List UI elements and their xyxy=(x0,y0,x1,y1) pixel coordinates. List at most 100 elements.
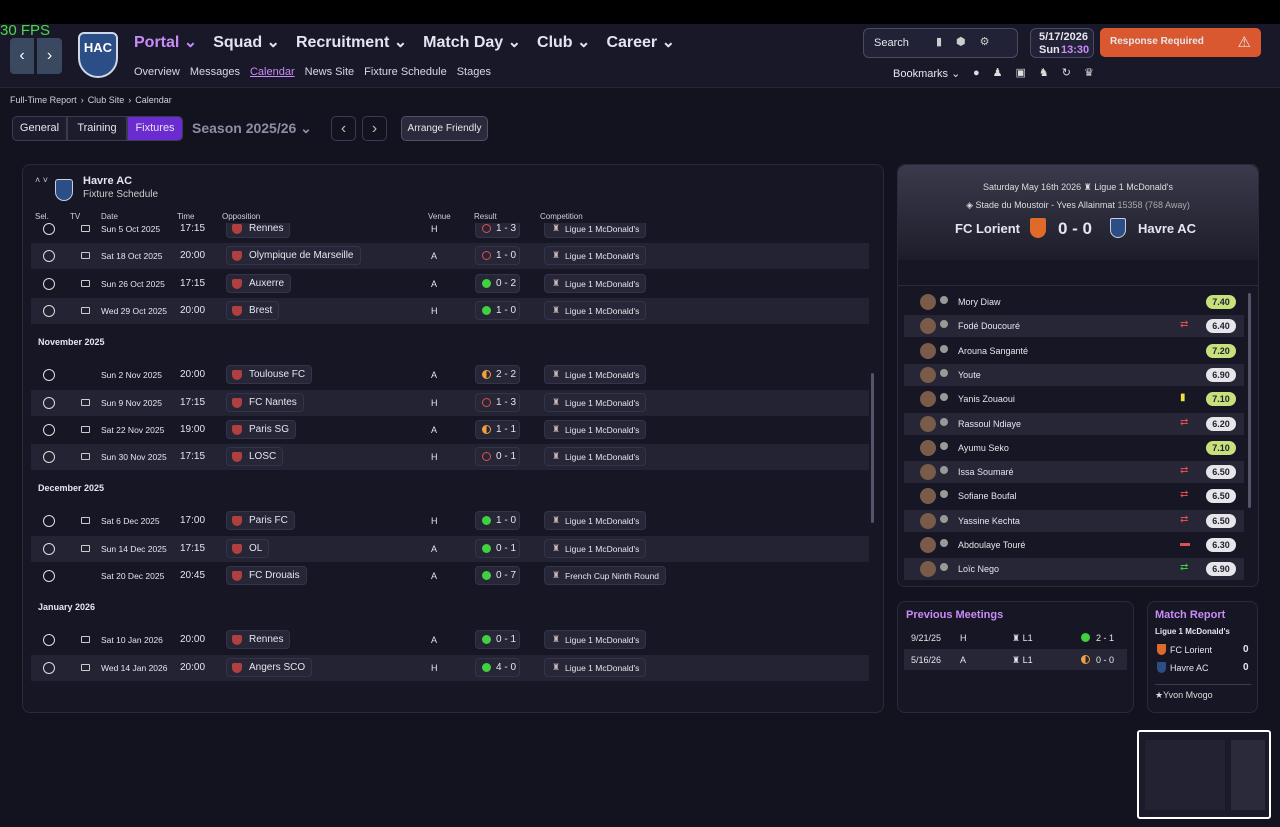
fixture-row[interactable]: Sun 5 Oct 2025 17:15 Rennes H 1 - 3 ♜ Ligue 1 … xyxy=(31,223,869,242)
opposition[interactable]: Rennes xyxy=(226,223,291,238)
sub-nav-item[interactable]: Stages xyxy=(456,66,491,78)
fixture-row[interactable]: Sat 18 Oct 2025 20:00 Olympique de Marseil… xyxy=(31,243,869,270)
opposition[interactable]: Olympique de Marseille xyxy=(226,246,361,266)
player-event: ⇄ xyxy=(1180,319,1189,331)
breadcrumb-item[interactable]: Calendar xyxy=(135,95,172,105)
player-row[interactable]: Rassoul Ndiaye ⇄ 6.20 xyxy=(904,412,1244,435)
date: Sat 6 Dec 2025 xyxy=(101,516,160,527)
season-select[interactable]: Season 2025/26 ⌄ xyxy=(192,120,312,136)
opposition[interactable]: FC Drouais xyxy=(226,566,307,586)
competition: ♜ Ligue 1 McDonald's xyxy=(544,246,647,266)
meeting-competition: ♜ L1 xyxy=(1012,655,1033,665)
result-score: 2 - 2 xyxy=(496,369,517,381)
select-radio[interactable] xyxy=(43,305,55,318)
sub-nav-item[interactable]: News Site xyxy=(304,66,355,78)
nav-item[interactable]: Recruitment ⌄ xyxy=(295,34,408,51)
fixture-row[interactable]: Sat 20 Dec 2025 20:45 FC Drouais A 0 - 7 ♜ Fre… xyxy=(31,563,869,589)
player-avatar xyxy=(920,561,936,578)
result: 0 - 1 xyxy=(475,630,520,650)
fixture-row[interactable]: Wed 29 Oct 2025 20:00 Brest H 1 - 0 ♜ Ligue 1 … xyxy=(31,298,869,325)
meeting-row[interactable]: 9/21/25 H ♜ L1 2 - 1 xyxy=(904,627,1127,648)
player-row[interactable]: Fodé Doucouré ⇄ 6.40 xyxy=(904,315,1244,338)
breadcrumb-item[interactable]: Full-Time Report xyxy=(10,95,77,105)
select-radio[interactable] xyxy=(43,634,55,647)
alert-button[interactable]: Response Required ⚠ xyxy=(1100,28,1261,57)
player-name: Sofiane Boufal xyxy=(958,491,1017,502)
select-radio[interactable] xyxy=(43,277,55,290)
opposition[interactable]: Rennes xyxy=(226,630,291,650)
fixture-row[interactable]: Sat 10 Jan 2026 20:00 Rennes A 0 - 1 ♜ Ligue 1… xyxy=(31,627,869,653)
top-bar xyxy=(0,0,1280,24)
arrange-friendly[interactable]: Arrange Friendly xyxy=(401,116,488,141)
select-radio[interactable] xyxy=(43,661,55,674)
fixture-row[interactable]: Sun 26 Oct 2025 17:15 Auxerre A 0 - 2 ♜ Ligue … xyxy=(31,271,869,297)
sub-nav-item[interactable]: Overview xyxy=(134,66,180,78)
fixture-row[interactable]: Sat 6 Dec 2025 17:00 Paris FC H 1 - 0 ♜ Ligue … xyxy=(31,508,869,534)
back-button[interactable]: ‹ xyxy=(10,38,34,74)
select-radio[interactable] xyxy=(43,223,55,235)
select-radio[interactable] xyxy=(43,515,55,528)
opposition[interactable]: Paris FC xyxy=(226,511,295,531)
date-box[interactable]: 5/17/2026 Sun 13:30 xyxy=(1030,28,1094,58)
select-radio[interactable] xyxy=(43,369,55,382)
search-button[interactable]: Search xyxy=(874,37,909,49)
select-radio[interactable] xyxy=(43,451,55,464)
nav-item[interactable]: Squad ⌄ xyxy=(213,34,280,51)
opposition[interactable]: Brest xyxy=(226,301,280,321)
bookmarks[interactable]: Bookmarks ⌄ xyxy=(893,68,961,80)
tab[interactable]: Training xyxy=(67,116,127,141)
opposition[interactable]: OL xyxy=(226,538,270,558)
player-icon xyxy=(940,417,948,426)
player-row[interactable]: Sofiane Boufal ⇄ 6.50 xyxy=(904,485,1244,507)
player-row[interactable]: Arouna Sanganté 7.20 xyxy=(904,340,1244,362)
fixture-row[interactable]: Wed 14 Jan 2026 20:00 Angers SCO H 4 - 0 ♜ Lig… xyxy=(31,654,869,681)
fixture-row[interactable]: Sun 9 Nov 2025 17:15 FC Nantes H 1 - 3 ♜ Ligue… xyxy=(31,389,869,416)
report-divider xyxy=(1155,684,1251,685)
fixture-row[interactable]: Sun 30 Nov 2025 17:15 LOSC H 0 - 1 ♜ Ligue 1 M… xyxy=(31,444,869,471)
player-row[interactable]: Issa Soumaré ⇄ 6.50 xyxy=(904,461,1244,484)
select-radio[interactable] xyxy=(43,570,55,583)
opposition[interactable]: LOSC xyxy=(226,447,284,467)
season-arrow[interactable]: ‹ xyxy=(331,116,356,141)
breadcrumb-item[interactable]: Club Site xyxy=(87,95,125,105)
tool-buttons: ▮⬢⚙ xyxy=(936,36,1004,48)
player-row[interactable]: Mory Diaw 7.40 xyxy=(904,291,1244,313)
tab[interactable]: General xyxy=(12,116,67,141)
tv-icon xyxy=(81,426,90,433)
competition: ♜ Ligue 1 McDonald's xyxy=(544,301,647,321)
column-header: Date xyxy=(101,212,118,221)
nav-item[interactable]: Club ⌄ xyxy=(537,34,591,51)
season-arrow[interactable]: › xyxy=(362,116,387,141)
player-row[interactable]: Ayumu Seko 7.10 xyxy=(904,437,1244,459)
panel-title: Previous Meetings xyxy=(906,609,1004,621)
venue: A xyxy=(431,278,438,289)
fixture-row[interactable]: Sat 22 Nov 2025 19:00 Paris SG A 1 - 1 ♜ Ligue… xyxy=(31,417,869,443)
opposition[interactable]: FC Nantes xyxy=(226,392,304,412)
sub-nav-item[interactable]: Calendar xyxy=(249,66,295,78)
opposition[interactable]: Paris SG xyxy=(226,420,297,439)
date: 5/17/2026 xyxy=(1039,31,1088,43)
player-row[interactable]: Loïc Nego ⇄ 6.90 xyxy=(904,558,1244,581)
player-row[interactable]: Yassine Kechta ⇄ 6.50 xyxy=(904,509,1244,532)
select-radio[interactable] xyxy=(43,250,55,263)
player-row[interactable]: Youte 6.90 xyxy=(904,363,1244,386)
nav-item[interactable]: Portal ⌄ xyxy=(134,34,198,51)
nav-item[interactable]: Career ⌄ xyxy=(606,34,675,51)
player-row[interactable]: Yanis Zouaoui ▮ 7.10 xyxy=(904,388,1244,410)
sub-nav-item[interactable]: Messages xyxy=(189,66,240,78)
opposition[interactable]: Toulouse FC xyxy=(226,365,313,385)
nav-item[interactable]: Match Day ⌄ xyxy=(423,34,522,51)
select-radio[interactable] xyxy=(43,542,55,555)
tab[interactable]: Fixtures xyxy=(127,116,183,141)
sub-nav-item[interactable]: Fixture Schedule xyxy=(364,66,447,78)
meeting-row[interactable]: 5/16/26 A ♜ L1 0 - 0 xyxy=(904,649,1127,670)
fixture-row[interactable]: Sun 2 Nov 2025 20:00 Toulouse FC A 2 - 2 ♜ Lig… xyxy=(31,362,869,388)
player-row[interactable]: Abdoulaye Touré ▬ 6.30 xyxy=(904,534,1244,556)
forward-button[interactable]: › xyxy=(37,38,62,74)
fixture-row[interactable]: Sun 14 Dec 2025 17:15 OL A 0 - 1 ♜ Ligue 1 McD… xyxy=(31,535,869,562)
opposition[interactable]: Angers SCO xyxy=(226,657,313,677)
venue: H xyxy=(431,397,438,408)
opposition[interactable]: Auxerre xyxy=(226,273,292,293)
select-radio[interactable] xyxy=(43,396,55,409)
select-radio[interactable] xyxy=(43,424,55,436)
